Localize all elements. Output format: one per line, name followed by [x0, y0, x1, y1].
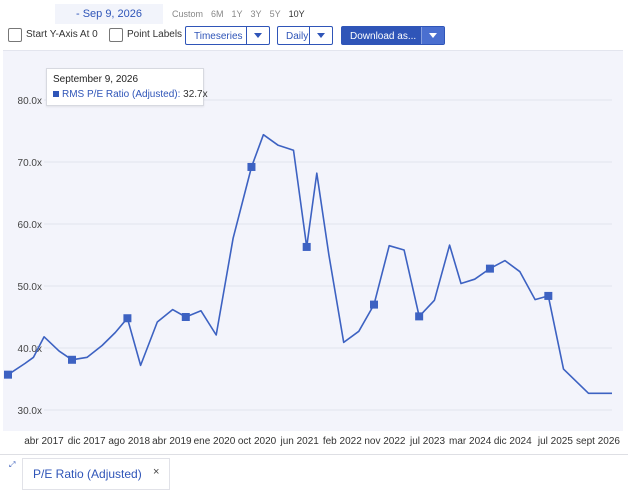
x-tick-label: jun 2021: [280, 436, 320, 447]
x-tick-label: nov 2022: [364, 436, 406, 447]
tooltip-row: RMS P/E Ratio (Adjusted): 32.7x: [53, 89, 208, 100]
tooltip-date: September 9, 2026: [53, 74, 139, 85]
start-y-axis-label: Start Y-Axis At 0: [26, 29, 98, 40]
x-axis-ticks: abr 2017 dic 2017 ago 2018 abr 2019 ene 2020…: [24, 436, 620, 447]
y-tick-label: 70.0x: [18, 158, 42, 169]
data-point-marker: [415, 312, 424, 321]
series-line: [7, 133, 612, 395]
point-labels-checkbox[interactable]: [109, 28, 123, 42]
start-y-axis-checkbox[interactable]: [8, 28, 22, 42]
tooltip-series-name: RMS P/E Ratio (Adjusted):: [62, 89, 181, 100]
close-icon[interactable]: ×: [153, 466, 160, 478]
data-point-marker: [302, 242, 311, 251]
x-tick-label: mar 2024: [449, 436, 492, 447]
y-tick-label: 50.0x: [18, 282, 42, 293]
timeseries-select-label: Timeseries: [194, 31, 243, 42]
y-tick-label: 60.0x: [18, 220, 42, 231]
data-point-marker: [485, 264, 494, 273]
series-line-path: [7, 133, 612, 395]
frequency-select-label: Daily: [286, 31, 309, 42]
data-point-marker: [544, 291, 553, 300]
chart-area: [3, 50, 623, 431]
x-tick-label: oct 2020: [238, 436, 277, 447]
download-button-label: Download as...: [350, 31, 417, 42]
legend-item[interactable]: P/E Ratio (Adjusted) ×: [22, 458, 170, 490]
range-10y-button[interactable]: 10Y: [288, 9, 305, 19]
series-square-icon: [53, 91, 59, 97]
chart-tooltip: September 9, 2026 RMS P/E Ratio (Adjuste…: [46, 68, 208, 106]
range-custom-button[interactable]: Custom: [172, 9, 204, 19]
timeseries-select[interactable]: Timeseries: [185, 26, 270, 45]
range-buttons: Custom 6M 1Y 3Y 5Y 10Y: [168, 4, 309, 24]
chevron-down-icon: [309, 27, 332, 44]
data-point-marker: [247, 162, 256, 171]
x-tick-label: ago 2018: [108, 436, 150, 447]
data-point-marker: [4, 370, 12, 379]
gridlines: [44, 99, 612, 411]
range-3y-button[interactable]: 3Y: [250, 9, 262, 19]
x-tick-label: sept 2026: [576, 436, 620, 447]
legend-label: P/E Ratio (Adjusted): [33, 467, 142, 481]
chevron-down-icon: [421, 27, 444, 44]
data-point-marker: [181, 313, 190, 321]
tooltip-value: 32.7x: [183, 89, 208, 100]
data-point-marker: [370, 300, 379, 309]
y-tick-label: 80.0x: [18, 96, 42, 107]
x-tick-label: dic 2024: [494, 436, 532, 447]
line-chart: 30.0x 40.0x 50.0x 60.0x 70.0x 80.0x abr 2017 d…: [4, 96, 620, 447]
x-tick-label: abr 2017: [24, 436, 64, 447]
frequency-select[interactable]: Daily: [277, 26, 333, 45]
range-5y-button[interactable]: 5Y: [269, 9, 281, 19]
range-1y-button[interactable]: 1Y: [231, 9, 243, 19]
expand-icon[interactable]: ⤢: [9, 460, 16, 469]
series-markers: [4, 162, 553, 379]
y-tick-label: 30.0x: [18, 406, 42, 417]
date-range-input[interactable]: - Sep 9, 2026: [55, 4, 163, 24]
y-tick-label: 40.0x: [18, 344, 42, 355]
x-tick-label: dic 2017: [68, 436, 106, 447]
x-tick-label: abr 2019: [152, 436, 192, 447]
data-point-marker: [123, 314, 132, 323]
y-axis-ticks: 30.0x 40.0x 50.0x 60.0x 70.0x 80.0x: [18, 96, 42, 417]
range-6m-button[interactable]: 6M: [211, 9, 224, 19]
toolbar: - Sep 9, 2026 Custom 6M 1Y 3Y 5Y 10Y Sta…: [0, 0, 628, 50]
divider: [0, 454, 628, 455]
x-tick-label: jul 2023: [409, 436, 445, 447]
x-tick-label: feb 2022: [323, 436, 362, 447]
download-button[interactable]: Download as...: [341, 26, 445, 45]
x-tick-label: ene 2020: [194, 436, 236, 447]
data-point-marker: [68, 355, 77, 364]
x-tick-label: jul 2025: [537, 436, 573, 447]
point-labels-label: Point Labels: [127, 29, 183, 40]
chevron-down-icon: [246, 27, 269, 44]
